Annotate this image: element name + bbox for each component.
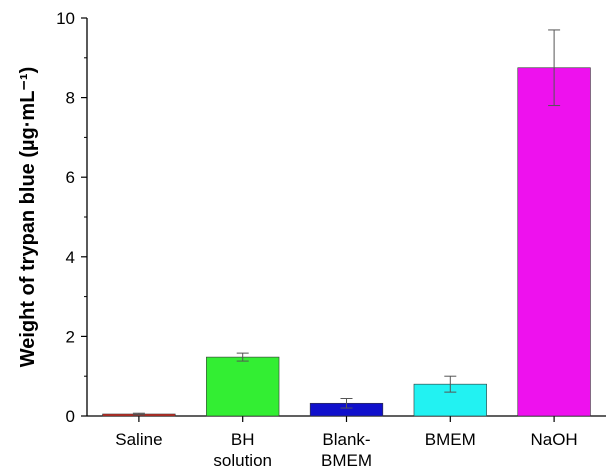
error-bar (236, 352, 249, 362)
y-tick-label: 8 (66, 89, 75, 108)
y-tick-label: 6 (66, 168, 75, 187)
bars (102, 67, 591, 417)
error-bar (548, 29, 561, 107)
y-axis-label: Weight of trypan blue (µg·mL⁻¹) (17, 67, 39, 368)
error-bar (132, 412, 145, 416)
error-bar (444, 375, 457, 393)
x-tick-labels: Saline BH solution Blank-BMEM BMEM NaOH (115, 430, 577, 470)
y-tick-label: 10 (56, 9, 75, 28)
error-bar (340, 397, 353, 409)
x-tick-label: NaOH (530, 430, 577, 449)
y-tick-label: 2 (66, 327, 75, 346)
y-tick-label: 0 (66, 407, 75, 426)
x-tick-label: BH solution (213, 430, 272, 470)
error-bars (132, 29, 561, 416)
y-tick-labels: 0 2 4 6 8 10 (56, 9, 75, 426)
x-tick-label: Saline (115, 430, 162, 449)
x-tick-label: BMEM (425, 430, 476, 449)
bar (206, 356, 280, 417)
bar (517, 67, 591, 417)
x-tick-label: Blank-BMEM (321, 430, 372, 470)
y-tick-label: 4 (66, 248, 75, 267)
